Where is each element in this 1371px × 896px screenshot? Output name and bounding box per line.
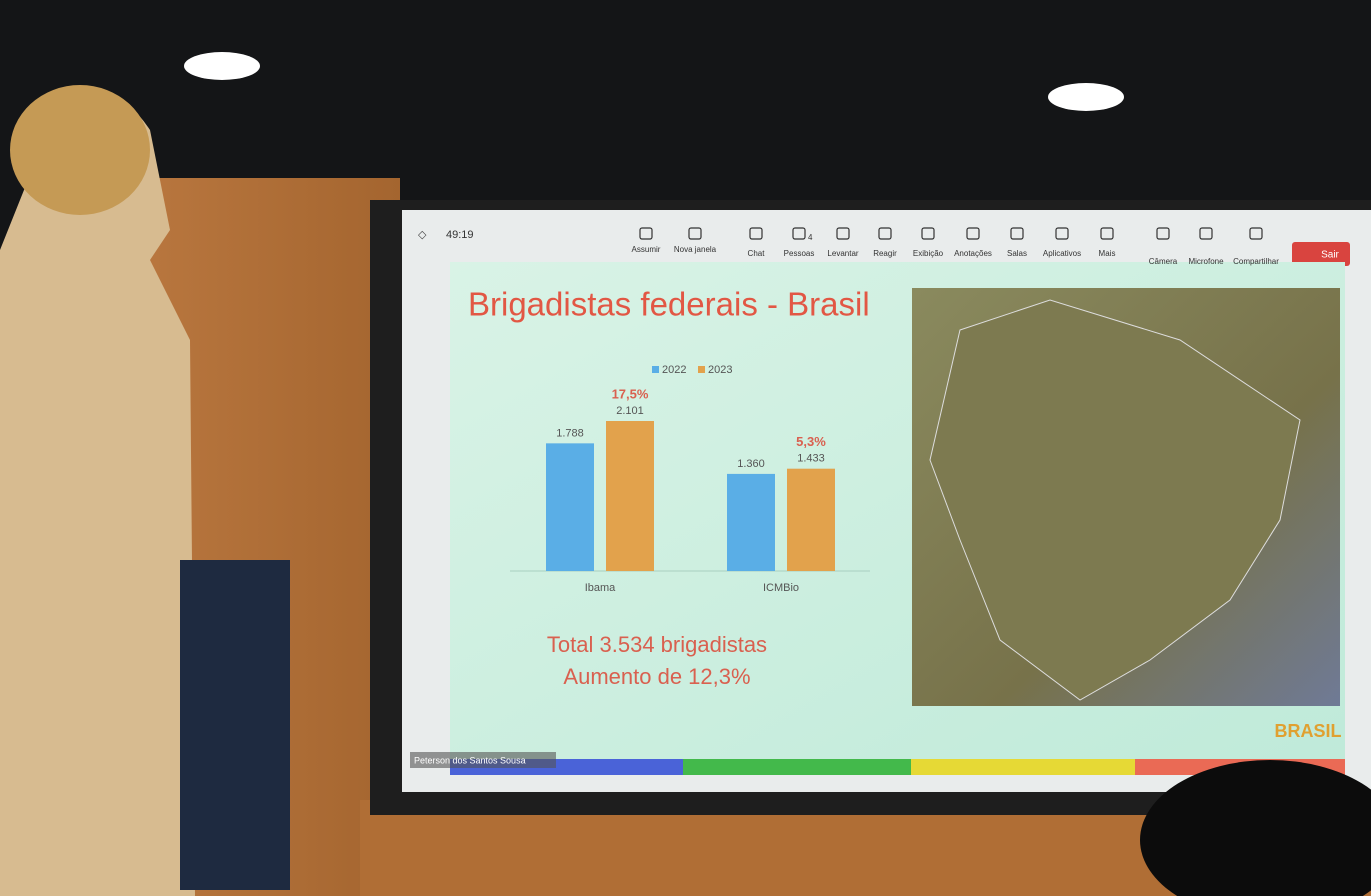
toolbar-label[interactable]: Microfone (1188, 257, 1224, 266)
toolbar-icon[interactable] (1010, 227, 1024, 240)
toolbar-label[interactable]: Anotações (954, 249, 992, 258)
toolbar-icon[interactable] (639, 227, 653, 240)
map-outline (929, 299, 1301, 701)
bar (606, 421, 654, 571)
toolbar-label[interactable]: Mais (1099, 249, 1116, 258)
seated-person (180, 560, 290, 890)
leave-label[interactable]: Sair (1321, 250, 1339, 261)
people-count: 4 (808, 233, 813, 242)
legend-label: 2023 (708, 364, 732, 376)
toolbar-icon[interactable] (1055, 227, 1069, 240)
toolbar-label[interactable]: Reagir (873, 249, 897, 258)
logo: BRASIL (1275, 721, 1342, 741)
value-label: 1.788 (556, 427, 584, 439)
value-label: 1.433 (797, 453, 825, 465)
bar (787, 468, 835, 571)
x-tick-label: Ibama (585, 582, 616, 594)
toolbar-label[interactable]: Exibição (913, 249, 944, 258)
legend-swatch (652, 366, 659, 373)
toolbar-icon[interactable] (749, 227, 763, 240)
stripe (683, 759, 911, 775)
toolbar-label[interactable]: Chat (748, 249, 766, 258)
toolbar-icon[interactable] (1199, 227, 1213, 240)
toolbar-icon[interactable] (878, 227, 892, 240)
slide-title: Brigadistas federais - Brasil (468, 286, 870, 323)
legend-label: 2022 (662, 364, 686, 376)
toolbar-icon[interactable] (792, 227, 806, 240)
ceiling-light (184, 52, 260, 80)
toolbar-icon[interactable] (1156, 227, 1170, 240)
participant-tag (410, 752, 556, 768)
speaker-hair (10, 85, 150, 215)
toolbar-label[interactable]: Nova janela (674, 245, 717, 254)
value-label: 2.101 (616, 405, 644, 417)
bar (727, 473, 775, 571)
x-tick-label: ICMBio (763, 582, 799, 594)
annotation: 5,3% (796, 434, 826, 449)
speaker (0, 90, 195, 896)
bar (546, 443, 594, 571)
slide-text: Aumento de 12,3% (563, 664, 750, 689)
toolbar-icon[interactable] (966, 227, 980, 240)
slide-text: Total 3.534 brigadistas (547, 632, 767, 657)
meeting-time: 49:19 (446, 229, 474, 241)
toolbar-icon[interactable] (1249, 227, 1263, 240)
participant-name: Peterson dos Santos Sousa (414, 755, 526, 765)
toolbar-label[interactable]: Pessoas (784, 249, 815, 258)
foreground-head (1140, 760, 1371, 896)
value-label: 1.360 (737, 458, 765, 470)
annotation: 17,5% (612, 386, 649, 401)
toolbar-icon[interactable] (921, 227, 935, 240)
shield-icon: ◇ (418, 229, 427, 241)
toolbar-label[interactable]: Salas (1007, 249, 1027, 258)
legend-swatch (698, 366, 705, 373)
toolbar-label[interactable]: Câmera (1149, 257, 1178, 266)
toolbar-icon[interactable] (688, 227, 702, 240)
leave-button[interactable] (1292, 242, 1350, 266)
toolbar-label[interactable]: Levantar (827, 249, 858, 258)
toolbar-icon[interactable] (1100, 227, 1114, 240)
toolbar-label[interactable]: Aplicativos (1043, 249, 1081, 258)
ceiling-light (1048, 83, 1124, 111)
toolbar-label[interactable]: Compartilhar (1233, 257, 1279, 266)
toolbar-label[interactable]: Assumir (632, 245, 661, 254)
stripe (911, 759, 1135, 775)
toolbar-icon[interactable] (836, 227, 850, 240)
